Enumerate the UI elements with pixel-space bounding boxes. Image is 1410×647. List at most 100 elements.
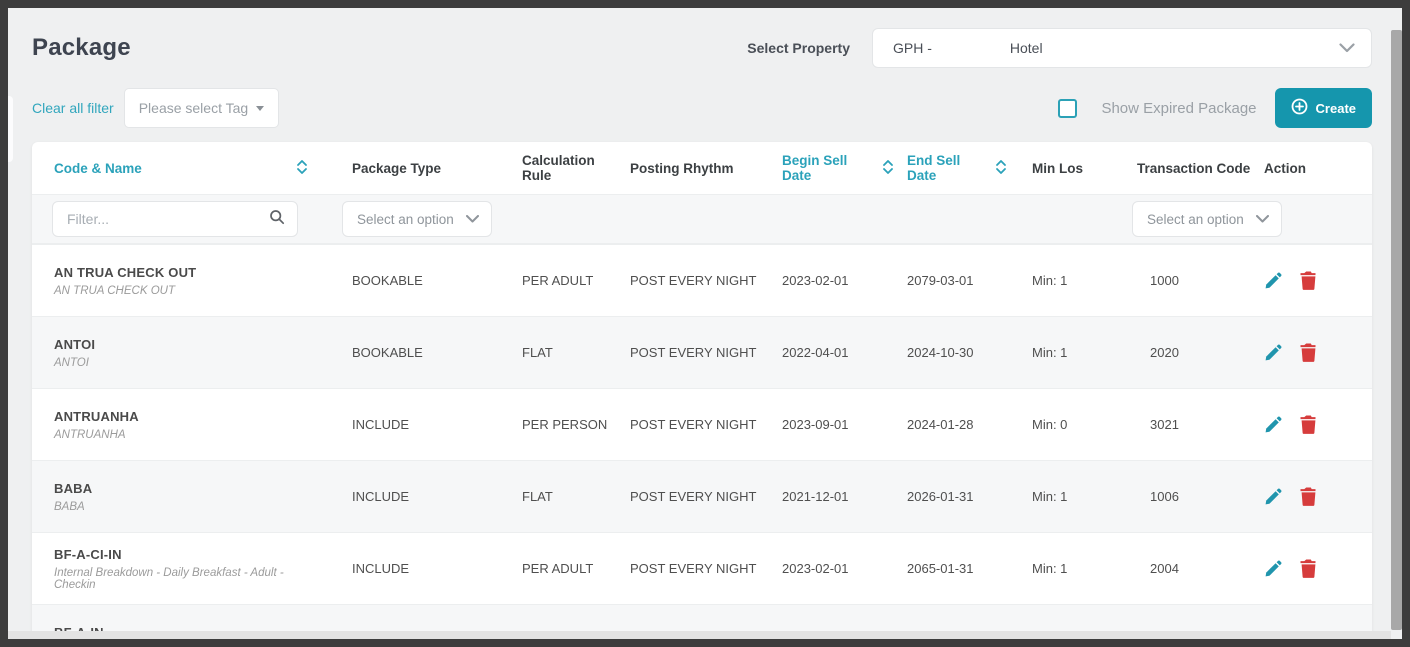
table-row: BABA BABA INCLUDE FLAT POST EVERY NIGHT … <box>32 460 1372 532</box>
sort-icon-code-name[interactable] <box>296 159 308 178</box>
trash-icon <box>1300 271 1317 293</box>
cell-posting-rhythm: POST EVERY NIGHT <box>630 489 757 504</box>
code-name-filter-input[interactable] <box>67 211 269 227</box>
cell-end-sell-date: 2024-10-30 <box>907 345 974 360</box>
clear-all-filter-link[interactable]: Clear all filter <box>32 100 114 116</box>
package-code: ANTRUANHA <box>54 408 139 424</box>
edit-button[interactable] <box>1264 272 1282 290</box>
cell-action <box>1252 559 1372 578</box>
tag-select-dropdown[interactable]: Please select Tag <box>123 88 280 128</box>
package-name: Internal Breakdown - Daily Breakfast - A… <box>54 566 284 591</box>
cell-transaction-code: 1000 <box>1150 273 1179 288</box>
package-code: BF-A-CI-IN <box>54 546 122 562</box>
trash-icon <box>1300 559 1317 581</box>
table-row: ANTRUANHA ANTRUANHA INCLUDE PER PERSON P… <box>32 388 1372 460</box>
property-code: GPH - <box>893 40 932 56</box>
code-name-header-label: Code & Name <box>54 160 142 176</box>
table-row: ANTOI ANTOI BOOKABLE FLAT POST EVERY NIG… <box>32 316 1372 388</box>
create-button-label: Create <box>1315 100 1356 116</box>
cell-action <box>1252 415 1372 434</box>
package-name: BABA <box>54 500 85 513</box>
package-type-select[interactable]: Select an option <box>342 201 492 237</box>
code-name-filter-field[interactable] <box>52 201 298 237</box>
package-code: ANTOI <box>54 336 96 352</box>
cell-calculation-rule: PER ADULT <box>522 561 594 576</box>
cell-package-type: INCLUDE <box>352 417 410 432</box>
vertical-scrollbar[interactable] <box>1391 30 1402 630</box>
cell-transaction-code: 3021 <box>1150 417 1179 432</box>
cell-calculation-rule: FLAT <box>522 489 553 504</box>
cell-min-los: Min: 1 <box>1032 489 1068 504</box>
cell-transaction-code: 2020 <box>1150 345 1179 360</box>
filter-cell-code-name <box>32 201 322 237</box>
cell-code-name: ANTRUANHA ANTRUANHA <box>32 409 322 441</box>
cell-end-sell-date: 2026-01-31 <box>907 489 974 504</box>
delete-button[interactable] <box>1300 271 1317 290</box>
cell-calculation-rule: PER PERSON <box>522 417 608 432</box>
cell-min-los: Min: 1 <box>1032 273 1068 288</box>
col-header-code-name[interactable]: Code & Name <box>32 159 322 178</box>
delete-button[interactable] <box>1300 343 1317 362</box>
show-expired-checkbox[interactable] <box>1058 98 1078 118</box>
cell-package-type: BOOKABLE <box>352 345 423 360</box>
delete-button[interactable] <box>1300 487 1317 506</box>
trash-icon <box>1300 631 1317 639</box>
cell-begin-sell-date: 2021-12-01 <box>782 489 849 504</box>
property-selector-group: Select Property GPH - Hotel <box>747 28 1372 68</box>
plus-circle-icon <box>1291 98 1308 118</box>
sidebar-handle[interactable] <box>8 96 13 162</box>
table-row: BF-A-CI-IN Internal Breakdown - Daily Br… <box>32 532 1372 604</box>
sort-icon-end-sell-date[interactable] <box>995 159 1007 178</box>
package-name: ANTRUANHA <box>54 428 126 441</box>
table-filter-row: Select an option Select an option <box>32 194 1372 244</box>
edit-button[interactable] <box>1264 416 1282 434</box>
cell-transaction-code: 2004 <box>1150 561 1179 576</box>
sort-icon-begin-sell-date[interactable] <box>882 159 894 178</box>
pencil-icon <box>1264 488 1282 509</box>
cell-posting-rhythm: POST EVERY NIGHT <box>630 273 757 288</box>
delete-button[interactable] <box>1300 415 1317 434</box>
transaction-code-select[interactable]: Select an option <box>1132 201 1282 237</box>
cell-end-sell-date: 2065-01-31 <box>907 561 974 576</box>
cell-calculation-rule: FLAT <box>522 345 553 360</box>
package-table: Code & Name Package Type Calculation Rul… <box>32 142 1372 639</box>
col-header-begin-sell-date[interactable]: Begin Sell Date <box>762 153 894 183</box>
caret-down-icon <box>256 105 265 111</box>
edit-button[interactable] <box>1264 560 1282 578</box>
pencil-icon <box>1264 560 1282 581</box>
filter-cell-transaction-code: Select an option <box>1107 201 1282 237</box>
cell-calculation-rule: PER ADULT <box>522 273 594 288</box>
table-row: BF-A-IN BF-A-IN INCLUDE PER ADULT POST E… <box>32 604 1372 639</box>
cell-code-name: BF-A-CI-IN Internal Breakdown - Daily Br… <box>32 547 322 591</box>
cell-begin-sell-date: 2023-02-01 <box>782 561 849 576</box>
pencil-icon <box>1264 272 1282 293</box>
cell-transaction-code: 1006 <box>1150 489 1179 504</box>
transaction-code-select-value: Select an option <box>1147 211 1244 227</box>
search-icon <box>269 209 285 230</box>
cell-action <box>1252 487 1372 506</box>
cell-min-los: Min: 0 <box>1032 417 1068 432</box>
pencil-icon <box>1264 416 1282 437</box>
package-page: Package Select Property GPH - Hotel Clea… <box>8 8 1402 639</box>
tag-select-label: Please select Tag <box>138 100 249 116</box>
create-button[interactable]: Create <box>1274 88 1372 128</box>
cell-action <box>1252 343 1372 362</box>
delete-button[interactable] <box>1300 559 1317 578</box>
table-header-row: Code & Name Package Type Calculation Rul… <box>32 142 1372 194</box>
cell-package-type: BOOKABLE <box>352 273 423 288</box>
property-select[interactable]: GPH - Hotel <box>872 28 1372 68</box>
cell-code-name: ANTOI ANTOI <box>32 337 322 369</box>
table-row: AN TRUA CHECK OUT AN TRUA CHECK OUT BOOK… <box>32 244 1372 316</box>
horizontal-scrollbar[interactable] <box>8 631 1391 639</box>
col-header-end-sell-date[interactable]: End Sell Date <box>894 153 1007 183</box>
cell-begin-sell-date: 2022-04-01 <box>782 345 849 360</box>
cell-code-name: BABA BABA <box>32 481 322 513</box>
cell-posting-rhythm: POST EVERY NIGHT <box>630 561 757 576</box>
trash-icon <box>1300 487 1317 509</box>
begin-sell-date-header-label: Begin Sell Date <box>782 153 848 183</box>
cell-min-los: Min: 1 <box>1032 345 1068 360</box>
edit-button[interactable] <box>1264 488 1282 506</box>
property-name: Hotel <box>1009 40 1043 56</box>
edit-button[interactable] <box>1264 344 1282 362</box>
select-property-label: Select Property <box>747 40 850 56</box>
